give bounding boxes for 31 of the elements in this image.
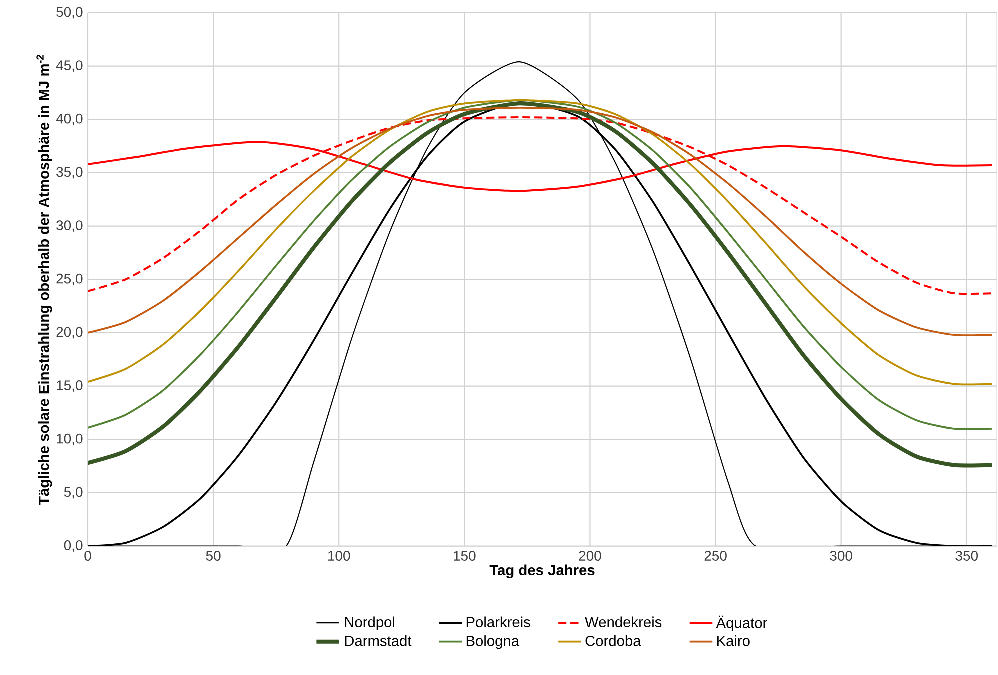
legend-label: Kairo — [718, 635, 750, 646]
legend-label: Cordoba — [586, 635, 642, 646]
x-tick-label: 150 — [454, 550, 476, 561]
y-tick-label: 30,0 — [56, 220, 83, 232]
x-tick-label: 250 — [704, 550, 727, 561]
x-tick-label: 350 — [956, 550, 978, 561]
y-tick-label: 50,0 — [56, 7, 83, 19]
y-tick-label: 0,0 — [64, 540, 83, 552]
legend-label: Äquator — [716, 616, 768, 632]
x-tick-label: 200 — [579, 550, 602, 561]
x-tick-label: 50 — [206, 550, 221, 561]
y-tick-label: 15,0 — [57, 380, 83, 392]
x-tick-label: 100 — [328, 550, 350, 561]
x-axis-title: Tag des Jahres — [490, 564, 595, 578]
legend-label: Darmstadt — [345, 635, 412, 646]
legend-label: Wendekreis — [585, 616, 662, 628]
y-tick-label: 25,0 — [56, 274, 83, 286]
y-tick-label: 10,0 — [57, 434, 83, 446]
x-tick-label: 300 — [830, 550, 852, 561]
y-tick-label: 20,0 — [56, 327, 83, 339]
line-series — [88, 116, 993, 295]
y-tick-label: 45,0 — [56, 60, 83, 72]
legend-label: Bologna — [466, 635, 520, 650]
legend-label: Nordpol — [345, 616, 394, 630]
y-axis-title: Tägliche solare Einstrahlung oberhalb der Atmosphäre in MJ m$^{-2}$ — [36, 54, 52, 506]
x-tick-label: 0 — [84, 550, 92, 561]
y-tick-label: 40,0 — [56, 114, 83, 126]
y-tick-label: 35,0 — [56, 167, 83, 179]
line-series — [88, 106, 993, 336]
y-tick-label: 5,0 — [64, 487, 83, 499]
legend-label: Polarkreis — [466, 616, 530, 628]
